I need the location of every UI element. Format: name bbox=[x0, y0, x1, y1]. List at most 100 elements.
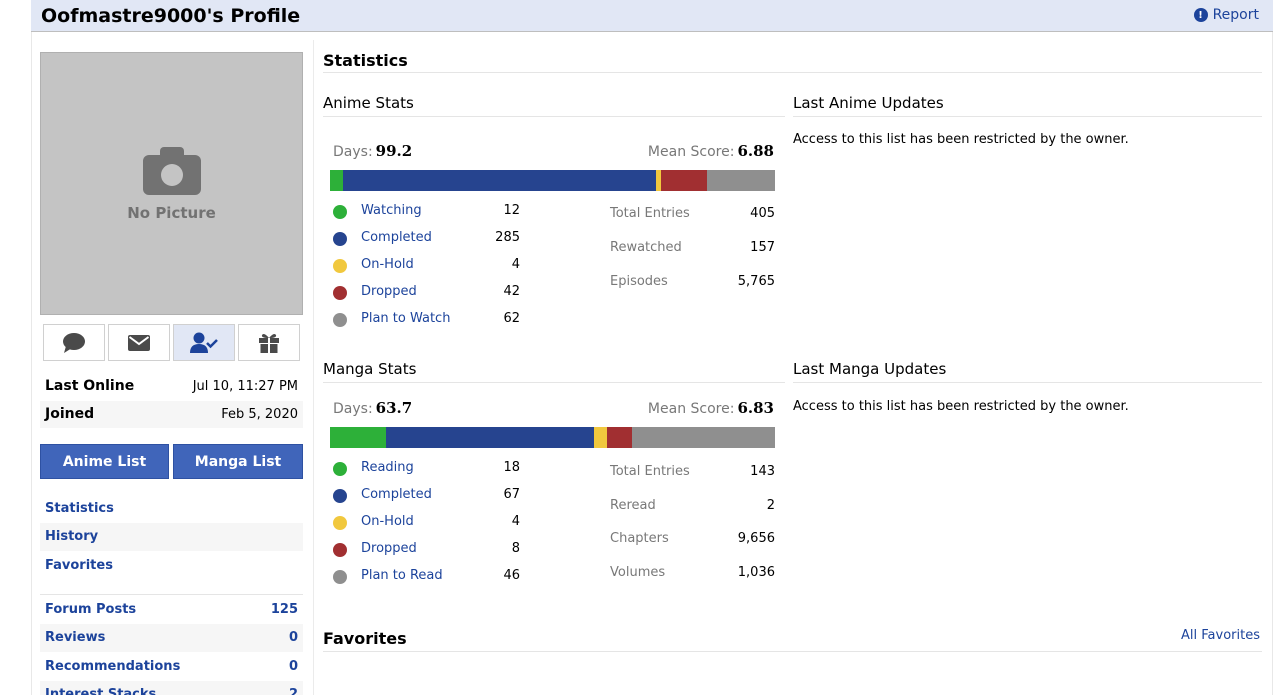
last-anime-restricted: Access to this list has been restricted … bbox=[793, 132, 1129, 147]
nav-statistics: Statistics bbox=[40, 495, 303, 523]
anime-side-stat-label: Total Entries bbox=[610, 206, 690, 221]
manga-legend-row: Completed 67 bbox=[333, 486, 533, 506]
interest-stacks-link[interactable]: Interest Stacks bbox=[45, 687, 157, 695]
last-online-value: Jul 10, 11:27 PM bbox=[192, 379, 298, 394]
joined-row: Joined Feb 5, 2020 bbox=[40, 401, 303, 428]
anime-side-stat-label: Rewatched bbox=[610, 240, 682, 255]
nav-favorites-link[interactable]: Favorites bbox=[45, 558, 113, 573]
report-link[interactable]: ! Report bbox=[1193, 7, 1259, 23]
reviews-row: Reviews 0 bbox=[40, 624, 303, 652]
interest-stacks-row: Interest Stacks 2 bbox=[40, 681, 303, 695]
manga-mean-label: Mean Score: bbox=[647, 401, 735, 417]
anime-stats-heading: Anime Stats bbox=[323, 94, 414, 112]
manga-status-link[interactable]: Dropped bbox=[361, 541, 417, 556]
message-button[interactable] bbox=[108, 324, 170, 361]
camera-icon bbox=[143, 147, 201, 195]
user-check-icon bbox=[190, 332, 218, 353]
manga-side-stat-value: 143 bbox=[750, 464, 775, 479]
anime-status-count: 12 bbox=[503, 203, 520, 218]
manga-list-button[interactable]: Manga List bbox=[173, 444, 303, 479]
profile-header: Oofmastre9000's Profile ! Report bbox=[31, 0, 1273, 32]
anime-status-count: 42 bbox=[503, 284, 520, 299]
manga-side-stat-label: Total Entries bbox=[610, 464, 690, 479]
no-picture-label: No Picture bbox=[127, 204, 216, 222]
anime-status-link[interactable]: Watching bbox=[361, 203, 422, 218]
recommendations-row: Recommendations 0 bbox=[40, 653, 303, 681]
manga-status-link[interactable]: On-Hold bbox=[361, 514, 414, 529]
recommendations-link[interactable]: Recommendations bbox=[45, 659, 181, 674]
anime-status-link[interactable]: Dropped bbox=[361, 284, 417, 299]
info-icon: ! bbox=[1193, 8, 1208, 22]
avatar: No Picture bbox=[40, 52, 303, 315]
last-manga-updates-heading: Last Manga Updates bbox=[793, 360, 947, 378]
page-border-right bbox=[1272, 32, 1273, 695]
anime-side-stat-label: Episodes bbox=[610, 274, 668, 289]
anime-legend-row: On-Hold 4 bbox=[333, 256, 533, 276]
interest-stacks-count: 2 bbox=[288, 687, 298, 695]
all-favorites-link[interactable]: All Favorites bbox=[1181, 628, 1260, 643]
gift-icon bbox=[259, 333, 279, 353]
manga-side-stat-label: Chapters bbox=[610, 531, 669, 546]
anime-legend-row: Plan to Watch 62 bbox=[333, 310, 533, 330]
manga-side-stat-value: 9,656 bbox=[737, 531, 775, 546]
manga-side-stat-label: Volumes bbox=[610, 564, 666, 580]
nav-history-link[interactable]: History bbox=[45, 529, 99, 544]
anime-list-button[interactable]: Anime List bbox=[40, 444, 169, 479]
joined-value: Feb 5, 2020 bbox=[221, 407, 298, 422]
friend-button[interactable] bbox=[173, 324, 235, 361]
manga-days: Days: 63.7 bbox=[333, 399, 412, 417]
page-title: Oofmastre9000's Profile bbox=[41, 5, 301, 27]
manga-side-stat-row: Chapters 9,656 bbox=[610, 530, 775, 550]
anime-bar-segment-plan-to-watch bbox=[706, 170, 775, 191]
manga-status-count: 46 bbox=[503, 568, 520, 583]
reviews-link[interactable]: Reviews bbox=[45, 630, 106, 645]
manga-side-stat-label: Reread bbox=[610, 497, 656, 513]
manga-mean-value: 6.83 bbox=[737, 399, 774, 417]
anime-bar-segment-watching bbox=[330, 170, 344, 191]
comment-button[interactable] bbox=[43, 324, 105, 361]
anime-mean-label: Mean Score: bbox=[647, 144, 735, 160]
anime-side-stat-value: 157 bbox=[750, 240, 775, 255]
manga-legend-row: Dropped 8 bbox=[333, 540, 533, 560]
status-dot-icon bbox=[333, 259, 347, 273]
status-dot-icon bbox=[333, 543, 347, 557]
report-label: Report bbox=[1212, 7, 1259, 23]
manga-bar-segment-on-hold bbox=[594, 427, 607, 448]
manga-status-link[interactable]: Completed bbox=[361, 487, 432, 502]
anime-stats-divider bbox=[323, 116, 785, 117]
forum-posts-row: Forum Posts 125 bbox=[40, 596, 303, 624]
anime-mean-value: 6.88 bbox=[737, 142, 774, 160]
anime-status-link[interactable]: On-Hold bbox=[361, 257, 414, 272]
envelope-icon bbox=[128, 334, 150, 351]
anime-status-link[interactable]: Plan to Watch bbox=[361, 311, 451, 326]
manga-side-stat-value: 2 bbox=[766, 497, 775, 513]
forum-posts-link[interactable]: Forum Posts bbox=[45, 602, 137, 617]
manga-status-link[interactable]: Reading bbox=[361, 460, 414, 475]
anime-bar-segment-completed bbox=[343, 170, 657, 191]
manga-stats-heading: Manga Stats bbox=[323, 360, 417, 378]
page-border-left bbox=[31, 32, 32, 695]
manga-status-link[interactable]: Plan to Read bbox=[361, 568, 443, 583]
statistics-divider bbox=[323, 72, 1262, 73]
gift-button[interactable] bbox=[238, 324, 300, 361]
manga-side-stat-value: 1,036 bbox=[737, 564, 775, 580]
status-dot-icon bbox=[333, 232, 347, 246]
forum-posts-count: 125 bbox=[270, 602, 298, 617]
anime-status-link[interactable]: Completed bbox=[361, 230, 432, 245]
manga-legend-row: Plan to Read 46 bbox=[333, 567, 533, 587]
last-online-row: Last Online Jul 10, 11:27 PM bbox=[40, 373, 303, 400]
nav-history: History bbox=[40, 523, 303, 551]
sidebar-divider bbox=[40, 594, 303, 595]
last-anime-divider bbox=[793, 116, 1262, 117]
column-divider bbox=[313, 40, 314, 695]
status-dot-icon bbox=[333, 286, 347, 300]
nav-statistics-link[interactable]: Statistics bbox=[45, 501, 114, 516]
recommendations-count: 0 bbox=[288, 659, 298, 674]
status-dot-icon bbox=[333, 570, 347, 584]
manga-legend-row: Reading 18 bbox=[333, 459, 533, 479]
manga-bar-segment-plan-to-read bbox=[631, 427, 775, 448]
manga-stats-divider bbox=[323, 382, 785, 383]
status-dot-icon bbox=[333, 516, 347, 530]
status-dot-icon bbox=[333, 489, 347, 503]
anime-days-value: 99.2 bbox=[375, 142, 413, 160]
